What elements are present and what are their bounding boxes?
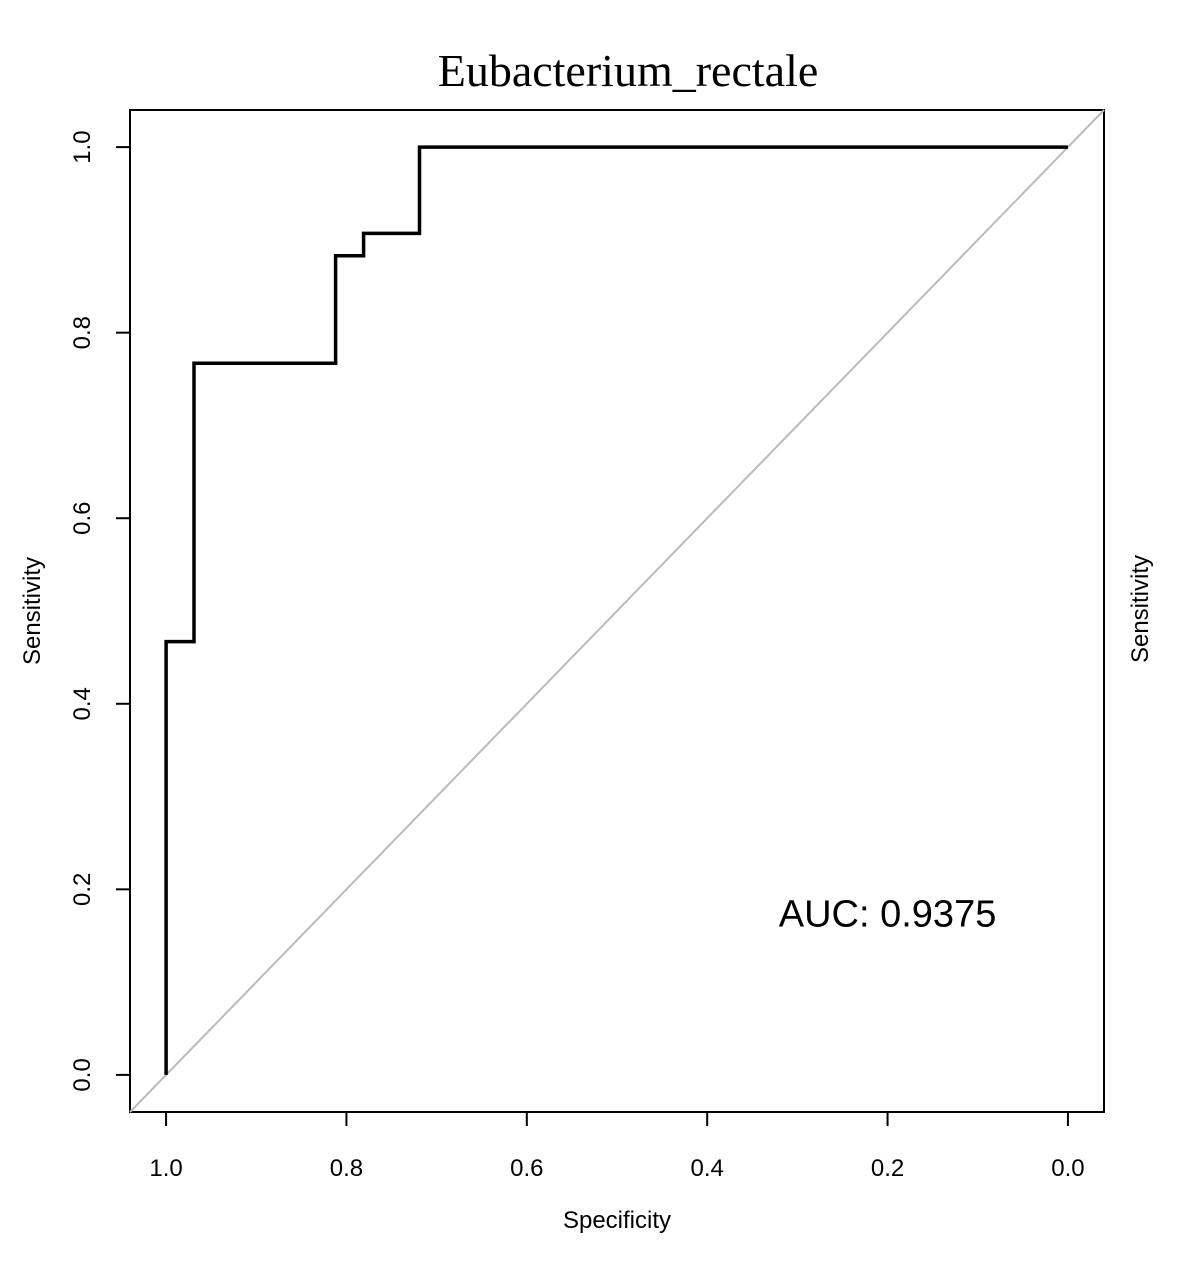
x-tick-label: 0.2 xyxy=(871,1155,904,1182)
x-tick-label: 0.8 xyxy=(330,1155,363,1182)
auc-annotation: AUC: 0.9375 xyxy=(779,894,997,936)
chart-title: Eubacterium_rectale xyxy=(438,45,819,96)
x-tick-label: 1.0 xyxy=(149,1155,182,1182)
x-tick-label: 0.0 xyxy=(1051,1155,1084,1182)
x-tick-label: 0.4 xyxy=(690,1155,723,1182)
y-tick-label: 0.6 xyxy=(69,502,96,535)
x-tick-label: 0.6 xyxy=(510,1155,543,1182)
y-tick-label: 0.4 xyxy=(69,687,96,720)
roc-curve-line xyxy=(164,145,1068,1075)
y-tick-label: 1.0 xyxy=(69,130,96,163)
y-tick-label: 0.2 xyxy=(69,873,96,906)
x-axis-ticks: 1.0 0.8 0.6 0.4 0.2 0.0 xyxy=(149,1111,1085,1182)
y-axis-label: Sensitivity xyxy=(19,557,46,665)
x-axis-label: Specificity xyxy=(563,1207,671,1234)
plot-content: AUC: 0.9375 xyxy=(129,109,1105,1113)
reference-diagonal-line xyxy=(129,109,1105,1113)
right-axis-label: Sensitivity xyxy=(1127,555,1154,663)
y-axis-ticks: 0.0 0.2 0.4 0.6 0.8 1.0 xyxy=(69,130,130,1092)
y-tick-label: 0.8 xyxy=(69,316,96,349)
y-tick-label: 0.0 xyxy=(69,1058,96,1091)
